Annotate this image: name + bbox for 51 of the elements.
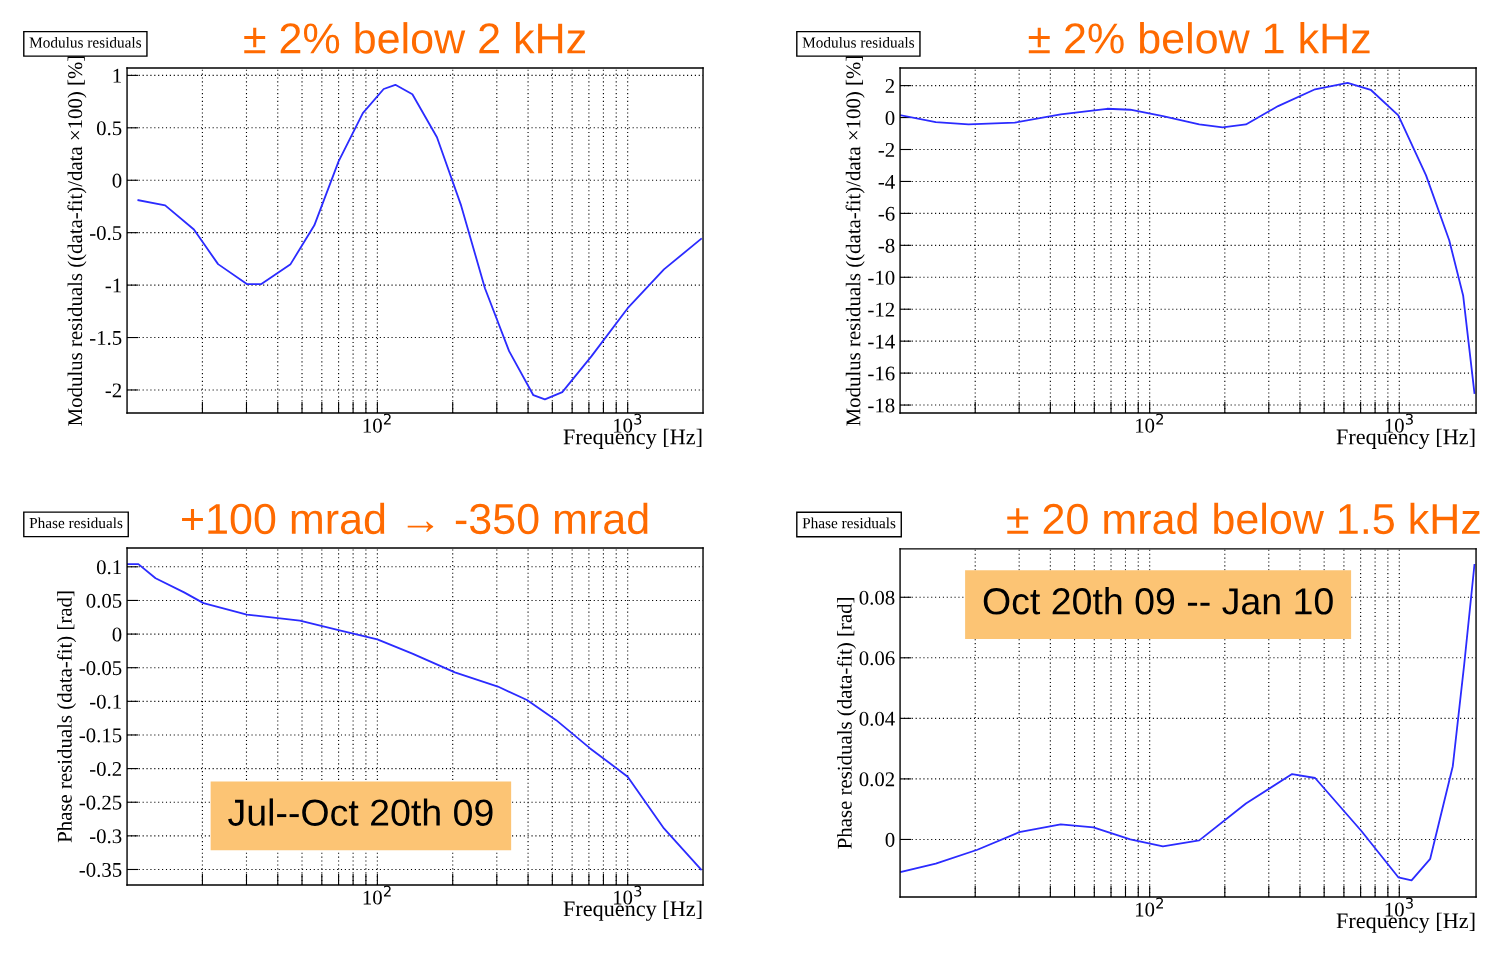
y-tick-label: 0 [112,173,122,188]
y-tick-label: -10 [868,270,895,285]
y-tick-label: -0.05 [79,661,122,676]
y-tick-label: 2 [885,79,895,93]
x-tick-label: 10$^{2}$ [1135,413,1164,433]
x-tick-label: 10$^{2}$ [363,885,391,905]
y-tick-label: -0.15 [79,728,122,743]
y-tick-label: 0 [885,832,895,847]
chart-subtitle: ± 2% below 1 kHz [1028,22,1370,54]
chart-title: Modulus residuals [29,36,142,48]
y-tick-label: -0.3 [89,829,122,844]
chart-subtitle: ± 20 mrad below 1.5 kHz [1007,502,1480,535]
y-tick-label: -0.35 [79,862,122,878]
annotation: Oct 20th 09 -- Jan 10 [983,587,1333,615]
y-tick-label: 0.04 [859,711,895,726]
y-tick-label: 0.5 [96,121,122,136]
y-tick-label: 0.02 [859,772,895,787]
y-tick-label: 0.1 [96,560,121,575]
y-tick-label: 0 [885,110,895,125]
y-tick-label: 1 [113,68,121,83]
y-tick-label: -8 [878,238,895,253]
chart-subtitle: ± 2% below 2 kHz [244,22,586,54]
y-tick-label: -6 [878,206,895,221]
y-axis-title: Phase residuals (data-fit) [rad] [56,591,77,843]
y-axis-title: Phase residuals (data-fit) [rad] [836,598,856,849]
y-tick-label: -4 [878,174,895,189]
y-axis-title: Modulus residuals ((data-fit)/data ×100) [%] [67,56,87,426]
y-tick-label: -0.2 [89,761,122,777]
chart-title: Phase residuals [802,517,896,529]
y-tick-label: -0.1 [89,694,121,709]
y-tick-label: -0.25 [79,795,122,810]
chart-subtitle: +100 mrad → -350 mrad [182,502,648,535]
chart-title: Phase residuals [29,517,123,529]
chart-title: Modulus residuals [802,36,915,48]
y-tick-label: -1 [105,278,121,293]
y-tick-label: -2 [105,383,122,398]
annotation: Jul--Oct 20th 09 [228,798,493,826]
y-tick-label: -0.5 [89,226,122,241]
y-tick-label: -1.5 [89,331,122,346]
y-tick-label: 0 [112,627,122,642]
x-tick-label: 10$^{2}$ [363,413,391,433]
y-tick-label: -16 [868,366,895,381]
y-tick-label: 0.06 [859,651,895,666]
y-tick-label: 0.05 [86,593,122,608]
y-tick-label: -2 [878,142,895,157]
y-tick-label: -18 [868,398,895,413]
x-tick-label: 10$^{2}$ [1135,897,1164,917]
y-tick-label: -12 [868,302,895,317]
y-tick-label: 0.08 [859,590,895,605]
y-axis-title: Modulus residuals ((data-fit)/data ×100) [%] [845,56,865,426]
y-tick-label: -14 [868,334,895,349]
